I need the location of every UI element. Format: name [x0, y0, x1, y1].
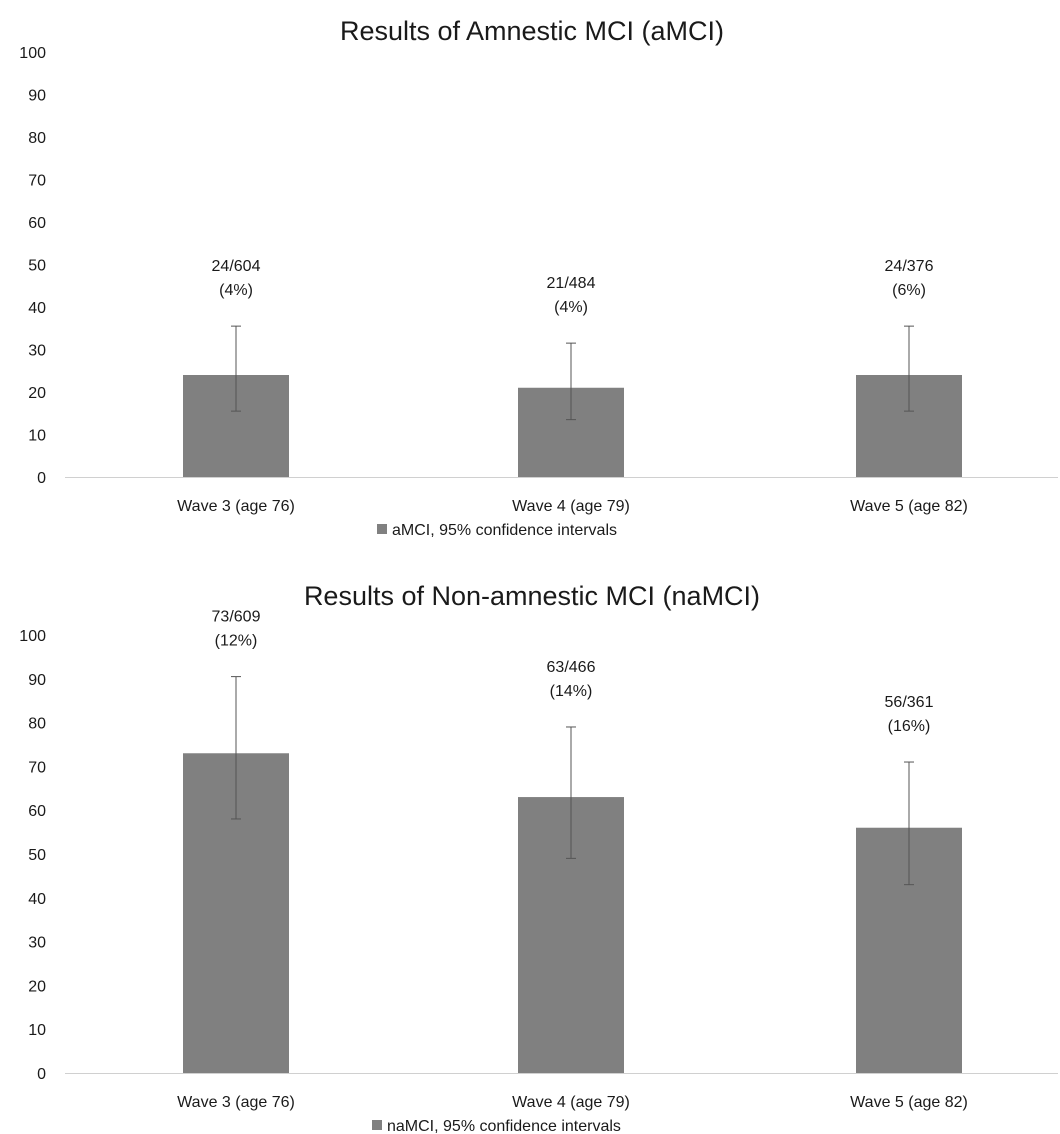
chart-0-title: Results of Amnestic MCI (aMCI) [340, 16, 724, 46]
chart-0-data-label-count: 21/484 [547, 275, 596, 292]
chart-0-category-label: Wave 4 (age 79) [512, 498, 630, 515]
chart-1-data-label-count: 73/609 [212, 609, 261, 626]
namci-chart: Results of Non-amnestic MCI (naMCI) 0 10 20… [19, 581, 1058, 1134]
chart-1-y-tick-label: 50 [28, 847, 46, 864]
chart-0-y-tick-label: 40 [28, 300, 46, 317]
chart-0-data-label-count: 24/604 [212, 258, 261, 275]
chart-1-y-tick-label: 30 [28, 935, 46, 952]
chart-0-y-tick-label: 100 [19, 45, 46, 62]
chart-1-legend-swatch [372, 1120, 382, 1130]
chart-1-category-label: Wave 4 (age 79) [512, 1094, 630, 1111]
chart-1-data-label-percent: (14%) [550, 683, 593, 700]
chart-1-data-label-count: 63/466 [547, 659, 596, 676]
chart-0-error-bar [904, 325, 914, 412]
chart-1-error-bar [904, 761, 914, 886]
chart-0-y-tick-label: 50 [28, 258, 46, 275]
chart-0-y-tick-label: 30 [28, 343, 46, 360]
chart-0-error-bar [231, 325, 241, 412]
chart-0-y-tick-label: 70 [28, 173, 46, 190]
chart-0-category-label: Wave 5 (age 82) [850, 498, 968, 515]
chart-1-category-label: Wave 3 (age 76) [177, 1094, 295, 1111]
chart-1-y-tick-label: 10 [28, 1022, 46, 1039]
chart-1-y-tick-label: 20 [28, 978, 46, 995]
chart-1-error-bar [231, 676, 241, 820]
chart-0-category-label: Wave 3 (age 76) [177, 498, 295, 515]
chart-1-y-tick-label: 90 [28, 672, 46, 689]
chart-0-error-bar [566, 342, 576, 421]
chart-1-legend: naMCI, 95% confidence intervals [372, 1118, 621, 1134]
chart-1-title: Results of Non-amnestic MCI (naMCI) [304, 581, 760, 611]
chart-1-category-label: Wave 5 (age 82) [850, 1094, 968, 1111]
chart-0-y-tick-label: 10 [28, 428, 46, 445]
chart-1-data-label-count: 56/361 [885, 694, 934, 711]
chart-0-y-tick-label: 80 [28, 130, 46, 147]
chart-1-y-tick-label: 40 [28, 891, 46, 908]
chart-1-legend-label: naMCI, 95% confidence intervals [387, 1118, 621, 1134]
chart-0-data-label-count: 24/376 [885, 258, 934, 275]
chart-0-y-tick-label: 90 [28, 88, 46, 105]
chart-1-y-tick-label: 70 [28, 759, 46, 776]
chart-0-data-label-percent: (4%) [219, 282, 253, 299]
chart-0-legend-swatch [377, 524, 387, 534]
chart-0-y-tick-label: 0 [37, 470, 46, 487]
chart-0-y-tick-label: 60 [28, 215, 46, 232]
chart-1-error-bar [566, 726, 576, 859]
chart-1-data-label-percent: (16%) [888, 718, 931, 735]
chart-0-y-tick-label: 20 [28, 385, 46, 402]
chart-1-data-label-percent: (12%) [215, 633, 258, 650]
chart-0-data-label-percent: (6%) [892, 282, 926, 299]
chart-0-legend-label: aMCI, 95% confidence intervals [392, 522, 617, 539]
chart-1-y-tick-label: 100 [19, 628, 46, 645]
chart-1-y-tick-label: 0 [37, 1066, 46, 1083]
chart-1-y-tick-label: 60 [28, 803, 46, 820]
chart-1-y-tick-label: 80 [28, 716, 46, 733]
amci-chart: Results of Amnestic MCI (aMCI) 0 10 20 30 40 5… [19, 16, 1058, 539]
chart-0-data-label-percent: (4%) [554, 299, 588, 316]
chart-0-legend: aMCI, 95% confidence intervals [377, 522, 617, 539]
